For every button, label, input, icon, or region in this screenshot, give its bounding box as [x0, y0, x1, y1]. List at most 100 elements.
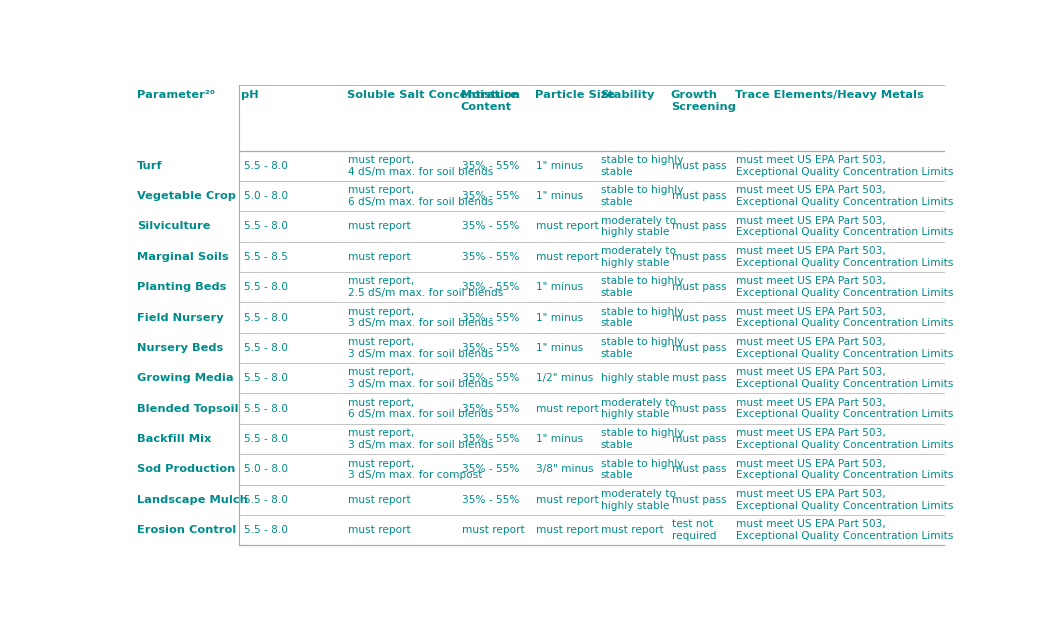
Text: must report: must report	[348, 495, 411, 504]
Text: highly stable: highly stable	[601, 373, 669, 383]
Text: moderately to
highly stable: moderately to highly stable	[601, 246, 676, 267]
Text: must report: must report	[536, 525, 598, 535]
Text: must report,
3 dS/m max. for soil blends: must report, 3 dS/m max. for soil blends	[348, 337, 494, 359]
Text: must report: must report	[601, 525, 664, 535]
Text: Backfill Mix: Backfill Mix	[136, 434, 211, 444]
Text: Turf: Turf	[136, 161, 163, 170]
Text: 35% - 55%: 35% - 55%	[462, 221, 519, 231]
Text: 1" minus: 1" minus	[536, 343, 583, 353]
Text: test not
required: test not required	[672, 520, 716, 541]
Text: 5.5 - 8.0: 5.5 - 8.0	[244, 282, 288, 292]
Text: must pass: must pass	[672, 313, 727, 323]
Text: must report: must report	[536, 495, 598, 504]
Text: 1" minus: 1" minus	[536, 434, 583, 444]
Text: 5.5 - 8.0: 5.5 - 8.0	[244, 434, 288, 444]
Text: 35% - 55%: 35% - 55%	[462, 373, 519, 383]
Text: 35% - 55%: 35% - 55%	[462, 191, 519, 201]
Text: Erosion Control: Erosion Control	[136, 525, 236, 535]
Text: 35% - 55%: 35% - 55%	[462, 252, 519, 262]
Text: must pass: must pass	[672, 161, 727, 170]
Text: must pass: must pass	[672, 221, 727, 231]
Text: 5.5 - 8.0: 5.5 - 8.0	[244, 373, 288, 383]
Text: 35% - 55%: 35% - 55%	[462, 282, 519, 292]
Text: must report,
6 dS/m max. for soil blends: must report, 6 dS/m max. for soil blends	[348, 186, 492, 207]
Text: must meet US EPA Part 503,
Exceptional Quality Concentration Limits: must meet US EPA Part 503, Exceptional Q…	[736, 246, 953, 267]
Text: must meet US EPA Part 503,
Exceptional Quality Concentration Limits: must meet US EPA Part 503, Exceptional Q…	[736, 276, 953, 298]
Text: Vegetable Crop: Vegetable Crop	[136, 191, 236, 201]
Text: must pass: must pass	[672, 191, 727, 201]
Text: must pass: must pass	[672, 404, 727, 414]
Text: 35% - 55%: 35% - 55%	[462, 495, 519, 504]
Text: 5.5 - 8.0: 5.5 - 8.0	[244, 404, 288, 414]
Text: Particle Size: Particle Size	[534, 90, 615, 100]
Text: Sod Production: Sod Production	[136, 464, 235, 474]
Text: must report,
4 dS/m max. for soil blends: must report, 4 dS/m max. for soil blends	[348, 155, 492, 177]
Text: stable to highly
stable: stable to highly stable	[601, 155, 684, 177]
Text: must pass: must pass	[672, 282, 727, 292]
Text: 1/2" minus: 1/2" minus	[536, 373, 593, 383]
Text: moderately to
highly stable: moderately to highly stable	[601, 489, 676, 511]
Text: 5.0 - 8.0: 5.0 - 8.0	[244, 191, 288, 201]
Text: must pass: must pass	[672, 464, 727, 474]
Text: 35% - 55%: 35% - 55%	[462, 464, 519, 474]
Text: 35% - 55%: 35% - 55%	[462, 404, 519, 414]
Text: 5.5 - 8.0: 5.5 - 8.0	[244, 161, 288, 170]
Text: must meet US EPA Part 503,
Exceptional Quality Concentration Limits: must meet US EPA Part 503, Exceptional Q…	[736, 186, 953, 207]
Text: stable to highly
stable: stable to highly stable	[601, 459, 684, 480]
Text: stable to highly
stable: stable to highly stable	[601, 186, 684, 207]
Text: must report,
3 dS/m max. for soil blends: must report, 3 dS/m max. for soil blends	[348, 307, 494, 328]
Text: Growth
Screening: Growth Screening	[671, 90, 736, 111]
Text: must report,
2.5 dS/m max. for soil blends: must report, 2.5 dS/m max. for soil blen…	[348, 276, 503, 298]
Text: must meet US EPA Part 503,
Exceptional Quality Concentration Limits: must meet US EPA Part 503, Exceptional Q…	[736, 489, 953, 511]
Text: 5.5 - 8.0: 5.5 - 8.0	[244, 313, 288, 323]
Text: 5.5 - 8.5: 5.5 - 8.5	[244, 252, 288, 262]
Text: 5.5 - 8.0: 5.5 - 8.0	[244, 221, 288, 231]
Text: must pass: must pass	[672, 495, 727, 504]
Text: must pass: must pass	[672, 373, 727, 383]
Text: 3/8" minus: 3/8" minus	[536, 464, 593, 474]
Text: stable to highly
stable: stable to highly stable	[601, 428, 684, 450]
Text: must meet US EPA Part 503,
Exceptional Quality Concentration Limits: must meet US EPA Part 503, Exceptional Q…	[736, 428, 953, 450]
Text: must report: must report	[348, 525, 411, 535]
Text: 35% - 55%: 35% - 55%	[462, 161, 519, 170]
Text: Planting Beds: Planting Beds	[136, 282, 227, 292]
Text: Trace Elements/Heavy Metals: Trace Elements/Heavy Metals	[735, 90, 924, 100]
Text: 1" minus: 1" minus	[536, 282, 583, 292]
Text: must report: must report	[536, 404, 598, 414]
Text: 1" minus: 1" minus	[536, 161, 583, 170]
Text: must report,
3 dS/m max. for compost: must report, 3 dS/m max. for compost	[348, 459, 482, 480]
Text: stable to highly
stable: stable to highly stable	[601, 307, 684, 328]
Text: must meet US EPA Part 503,
Exceptional Quality Concentration Limits: must meet US EPA Part 503, Exceptional Q…	[736, 367, 953, 389]
Text: must meet US EPA Part 503,
Exceptional Quality Concentration Limits: must meet US EPA Part 503, Exceptional Q…	[736, 155, 953, 177]
Text: must report,
3 dS/m max. for soil blends: must report, 3 dS/m max. for soil blends	[348, 428, 494, 450]
Text: Growing Media: Growing Media	[136, 373, 233, 383]
Text: Landscape Mulch: Landscape Mulch	[136, 495, 248, 504]
Text: Marginal Soils: Marginal Soils	[136, 252, 229, 262]
Text: stable to highly
stable: stable to highly stable	[601, 276, 684, 298]
Text: stable to highly
stable: stable to highly stable	[601, 337, 684, 359]
Text: must report: must report	[536, 221, 598, 231]
Text: must report,
3 dS/m max. for soil blends: must report, 3 dS/m max. for soil blends	[348, 367, 494, 389]
Text: must pass: must pass	[672, 434, 727, 444]
Text: Stability: Stability	[600, 90, 654, 100]
Text: 1" minus: 1" minus	[536, 313, 583, 323]
Text: moderately to
highly stable: moderately to highly stable	[601, 398, 676, 420]
Text: must pass: must pass	[672, 343, 727, 353]
Text: Field Nursery: Field Nursery	[136, 313, 224, 323]
Text: must report: must report	[348, 252, 411, 262]
Text: 35% - 55%: 35% - 55%	[462, 434, 519, 444]
Text: 5.5 - 8.0: 5.5 - 8.0	[244, 495, 288, 504]
Text: 35% - 55%: 35% - 55%	[462, 343, 519, 353]
Text: 5.5 - 8.0: 5.5 - 8.0	[244, 525, 288, 535]
Text: Nursery Beds: Nursery Beds	[136, 343, 224, 353]
Text: must report: must report	[348, 221, 411, 231]
Text: Soluble Salt Concentration: Soluble Salt Concentration	[346, 90, 520, 100]
Text: must meet US EPA Part 503,
Exceptional Quality Concentration Limits: must meet US EPA Part 503, Exceptional Q…	[736, 307, 953, 328]
Text: must report: must report	[462, 525, 524, 535]
Text: must meet US EPA Part 503,
Exceptional Quality Concentration Limits: must meet US EPA Part 503, Exceptional Q…	[736, 398, 953, 420]
Text: must report: must report	[536, 252, 598, 262]
Text: Parameter²⁰: Parameter²⁰	[136, 90, 215, 100]
Text: must meet US EPA Part 503,
Exceptional Quality Concentration Limits: must meet US EPA Part 503, Exceptional Q…	[736, 216, 953, 237]
Text: 1" minus: 1" minus	[536, 191, 583, 201]
Text: Moisture
Content: Moisture Content	[461, 90, 518, 111]
